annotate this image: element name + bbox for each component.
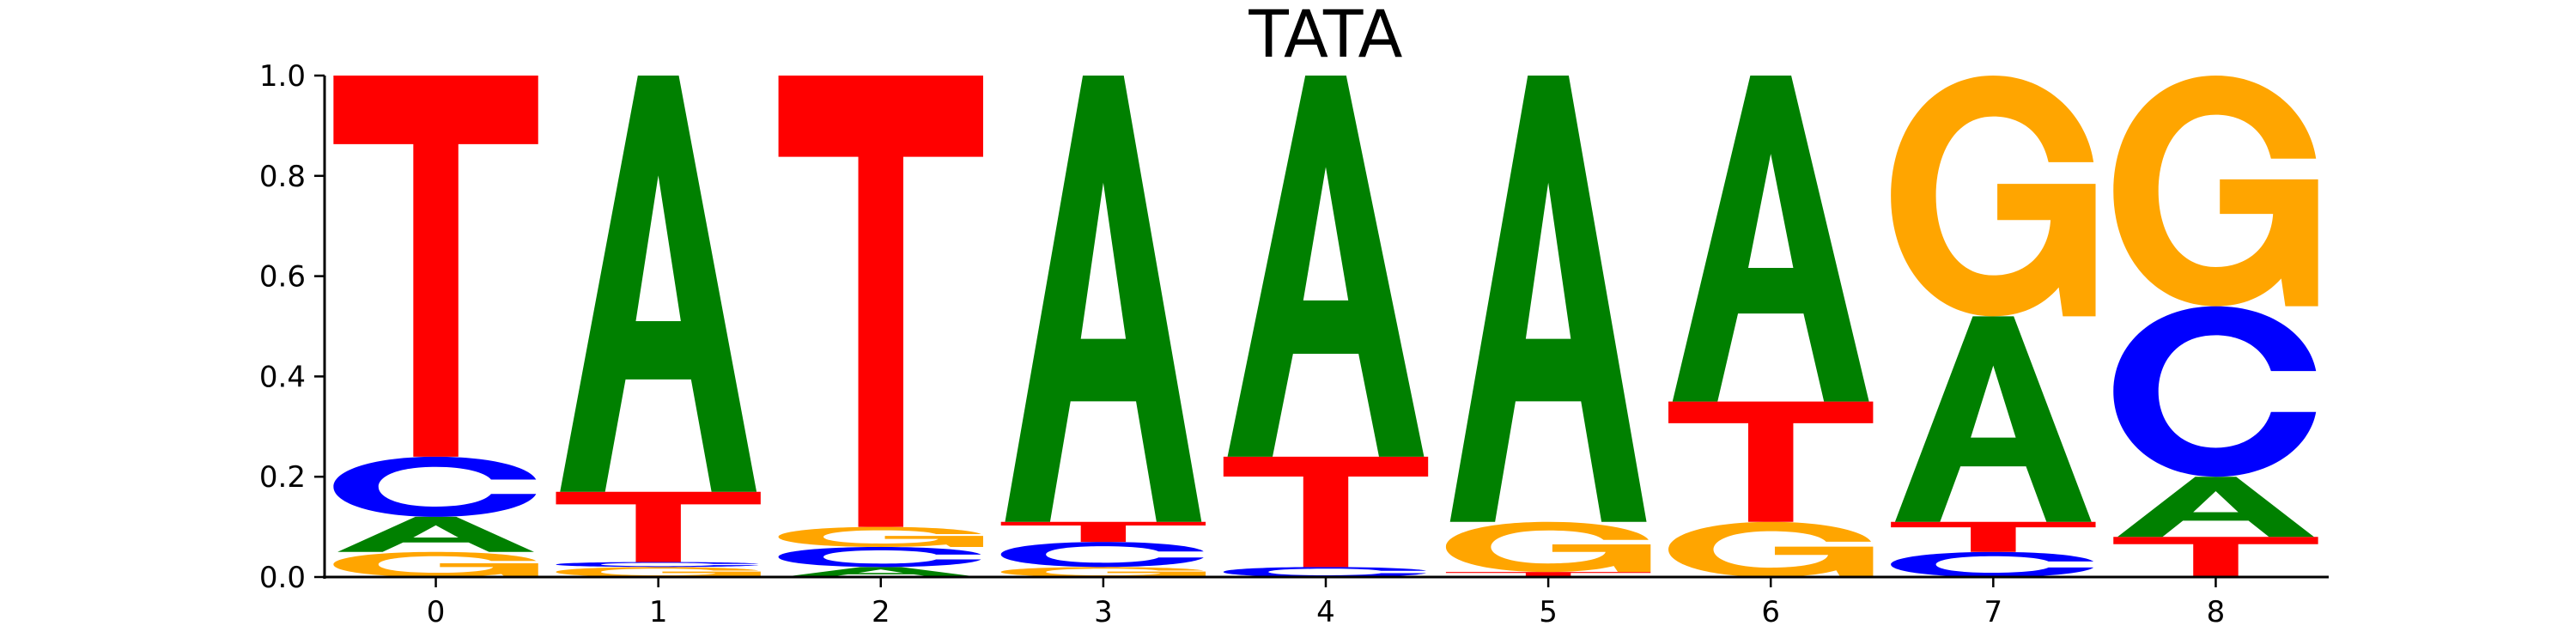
letter-g-pos-8: [2113, 76, 2318, 307]
letter-a-pos-4: [1227, 76, 1425, 457]
letter-c-pos-3: [1000, 542, 1204, 568]
y-tick-label: 0.0: [259, 561, 306, 595]
letter-c-pos-8: [2113, 306, 2317, 477]
letter-a-pos-3: [1005, 76, 1202, 522]
letter-t-pos-0: [333, 76, 538, 457]
x-tick-label: 5: [1539, 595, 1558, 629]
letter-a-pos-0: [337, 516, 534, 552]
x-tick-label: 7: [1984, 595, 2003, 629]
y-tick-label: 0.8: [259, 160, 306, 194]
letter-t-pos-2: [778, 76, 983, 527]
y-tick-label: 1.0: [259, 59, 306, 94]
letter-a-pos-2: [782, 567, 980, 577]
y-axis-ticks: 0.0 0.2 0.4 0.6 0.8 1.0: [259, 59, 325, 595]
letter-g-pos-0: [333, 551, 538, 577]
x-axis-ticks: 0 1 2 3 4 5 6 7 8: [427, 577, 2226, 629]
chart-title: TATA: [1248, 0, 1402, 72]
letter-g-pos-3: [1000, 567, 1206, 577]
y-tick-label: 0.6: [259, 260, 306, 295]
letter-c-pos-2: [778, 546, 981, 568]
letter-g-pos-2: [778, 526, 983, 547]
letter-t-pos-5: [1445, 572, 1651, 577]
letter-t-pos-8: [2113, 537, 2318, 577]
y-tick-label: 0.4: [259, 360, 306, 394]
letter-c-pos-0: [333, 456, 537, 517]
letter-t-pos-4: [1223, 456, 1429, 568]
letter-a-pos-6: [1672, 76, 1869, 402]
letter-a-pos-1: [560, 76, 757, 492]
letter-g-pos-1: [556, 567, 761, 577]
logo-letters: [333, 76, 2318, 577]
letter-g-pos-6: [1668, 521, 1874, 577]
letter-a-pos-5: [1449, 76, 1647, 522]
letter-t-pos-3: [1000, 521, 1206, 543]
x-tick-label: 0: [427, 595, 446, 629]
letter-t-pos-7: [1891, 521, 2096, 552]
letter-c-pos-7: [1891, 551, 2094, 577]
x-tick-label: 2: [872, 595, 890, 629]
x-tick-label: 3: [1094, 595, 1113, 629]
x-tick-label: 4: [1316, 595, 1335, 629]
letter-a-pos-7: [1894, 316, 2092, 522]
letter-c-pos-4: [1223, 567, 1426, 577]
x-tick-label: 8: [2207, 595, 2226, 629]
x-tick-label: 6: [1761, 595, 1780, 629]
letter-g-pos-5: [1445, 521, 1651, 573]
letter-c-pos-1: [556, 562, 759, 568]
letter-a-pos-8: [2117, 477, 2314, 538]
x-tick-label: 1: [649, 595, 668, 629]
letter-t-pos-6: [1668, 401, 1874, 522]
y-tick-label: 0.2: [259, 460, 306, 495]
letter-t-pos-1: [556, 491, 761, 562]
letter-g-pos-7: [1891, 76, 2096, 317]
